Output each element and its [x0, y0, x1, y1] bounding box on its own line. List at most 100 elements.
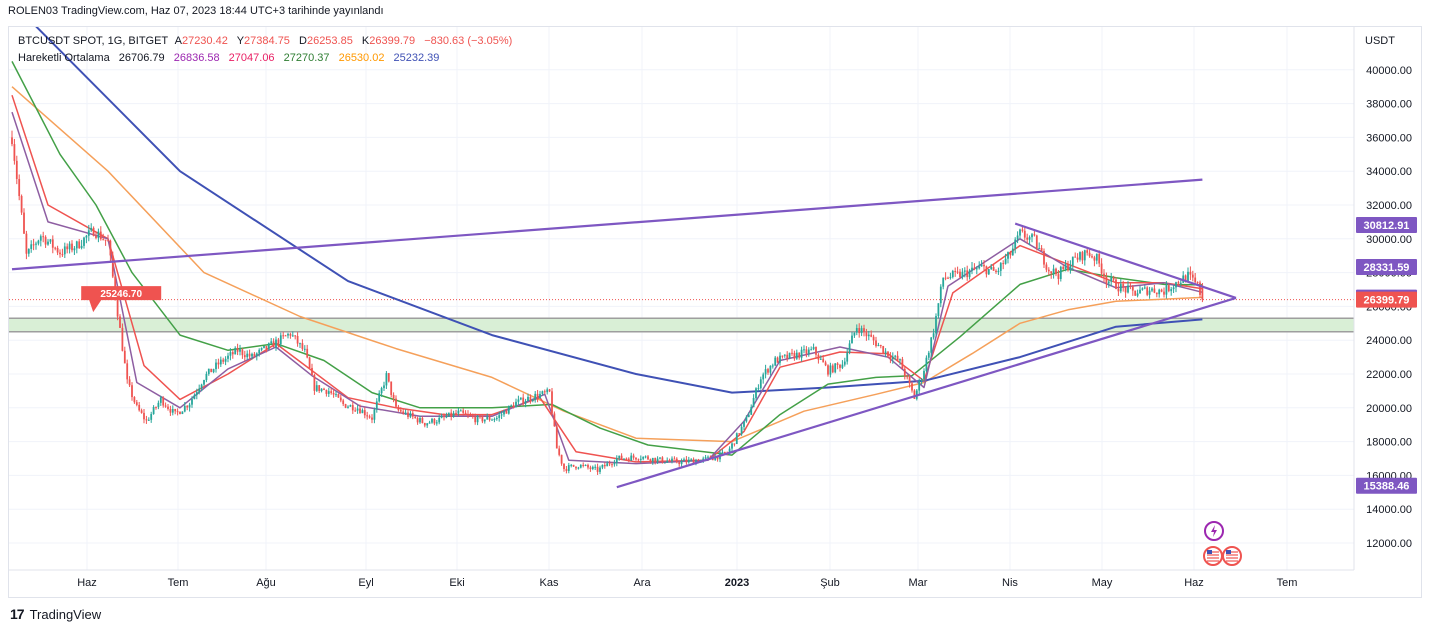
- candle-body: [673, 458, 676, 460]
- candle-body: [954, 270, 957, 272]
- candle-body: [745, 416, 748, 422]
- candle-body: [1103, 273, 1105, 277]
- candle-body: [176, 411, 179, 413]
- candle-body: [236, 347, 239, 352]
- candle-body: [536, 393, 539, 399]
- candle-body: [335, 394, 337, 396]
- candle-body: [13, 144, 16, 161]
- candle-body: [203, 380, 205, 385]
- candle-body: [961, 271, 964, 278]
- candle-body: [260, 347, 263, 350]
- price-axis-tick-label: 38000.00: [1366, 99, 1412, 111]
- candle-body: [630, 455, 633, 461]
- candle-body: [579, 464, 582, 468]
- legend-ma-row: Hareketli Ortalama 26706.79 26836.58 270…: [18, 52, 445, 64]
- candle-body: [351, 405, 354, 411]
- candle-body: [128, 379, 131, 386]
- candle-body: [37, 240, 40, 244]
- candle-body: [368, 416, 371, 418]
- candle-body: [827, 365, 829, 375]
- candle-body: [303, 348, 306, 350]
- candle-body: [663, 462, 666, 464]
- candle-body: [623, 458, 625, 460]
- price-axis-tag: [1356, 258, 1417, 275]
- candle-body: [51, 239, 54, 248]
- candle-body: [270, 341, 273, 344]
- candle-body: [471, 415, 474, 418]
- candle-body: [577, 467, 580, 469]
- candle-body: [795, 352, 798, 359]
- candle-body: [1026, 237, 1029, 240]
- candle-body: [291, 335, 294, 337]
- candle-body: [99, 231, 102, 240]
- candle-body: [438, 417, 441, 423]
- candle-body: [867, 334, 870, 337]
- price-axis-tag: [1356, 477, 1417, 494]
- candle-body: [740, 426, 743, 435]
- candle-body: [150, 414, 153, 420]
- price-axis-tick-label: 40000.00: [1366, 65, 1412, 77]
- ma-value-4: 27270.37: [283, 52, 330, 64]
- candle-body: [404, 412, 407, 414]
- candle-body: [937, 303, 940, 317]
- price-axis-tick-label: 24000.00: [1366, 335, 1412, 347]
- candle-body: [678, 462, 681, 465]
- ma-value-2: 26836.58: [173, 52, 220, 64]
- ma-label[interactable]: Hareketli Ortalama: [18, 52, 110, 64]
- candle-body: [522, 397, 525, 404]
- candle-body: [1052, 268, 1055, 274]
- candle-body: [83, 237, 85, 246]
- candle-body: [704, 457, 707, 459]
- candle-body: [534, 393, 537, 400]
- candle-body: [188, 404, 191, 408]
- candle-body: [992, 267, 995, 271]
- candle-body: [570, 464, 573, 466]
- candle-body: [32, 244, 35, 246]
- candle-body: [279, 335, 282, 345]
- candle-body: [805, 349, 808, 354]
- candle-body: [263, 346, 265, 348]
- candle-body: [627, 458, 630, 461]
- candle-body: [788, 352, 791, 359]
- candle-body: [851, 335, 853, 344]
- candle-body: [500, 414, 503, 416]
- candle-body: [606, 463, 609, 467]
- flag-circle: [1222, 546, 1242, 566]
- candle-body: [318, 385, 321, 392]
- candle-body: [342, 400, 345, 405]
- symbol-label[interactable]: BTCUSDT SPOT, 1G, BITGET: [18, 35, 169, 47]
- candle-body: [656, 458, 659, 462]
- candle-body: [44, 236, 47, 245]
- candle-body: [486, 416, 489, 420]
- candle-body: [642, 456, 645, 459]
- candle-body: [632, 455, 635, 458]
- candle-body: [853, 332, 856, 336]
- candle-body: [608, 463, 611, 465]
- candle-body: [25, 233, 28, 254]
- candle-body: [1064, 264, 1067, 269]
- candle-body: [56, 247, 59, 253]
- candle-body: [651, 457, 654, 462]
- candle-body: [999, 263, 1002, 271]
- candle-body: [935, 316, 937, 334]
- chart-frame[interactable]: [8, 26, 1422, 598]
- candle-body: [229, 352, 232, 356]
- price-axis-tag: [1356, 291, 1417, 308]
- candle-body: [769, 365, 772, 373]
- candle-body: [294, 335, 297, 337]
- candle-body: [183, 405, 186, 412]
- candle-body: [1165, 285, 1168, 295]
- candle-body: [1163, 291, 1165, 295]
- candle-body: [337, 394, 340, 398]
- candle-body: [567, 465, 570, 472]
- candle-body: [1002, 263, 1005, 265]
- candle-body: [675, 458, 678, 463]
- candle-body: [174, 408, 177, 412]
- tradingview-footer[interactable]: 17 TradingView: [10, 606, 101, 622]
- candle-body: [932, 333, 935, 338]
- candle-body: [145, 419, 148, 421]
- candle-body: [68, 243, 71, 250]
- candle-body: [841, 364, 844, 368]
- candle-body: [846, 352, 849, 362]
